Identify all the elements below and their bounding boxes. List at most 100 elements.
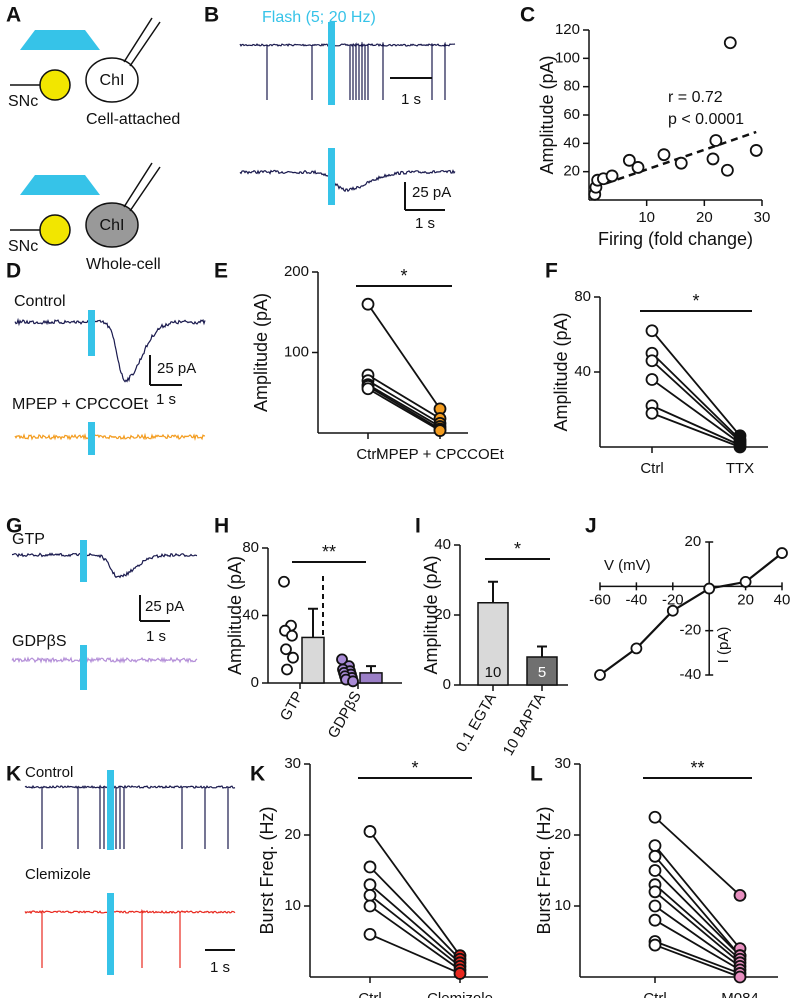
flash [80, 645, 87, 690]
x-tick-label: Clemizole [427, 990, 493, 998]
pair-line [651, 360, 741, 443]
x-tick-label: GDPβS [325, 688, 365, 741]
x-tick-label: 30 [754, 209, 771, 226]
point [733, 970, 747, 984]
point [674, 156, 688, 170]
point [622, 153, 636, 167]
point [433, 424, 447, 437]
flash [328, 148, 335, 205]
point [648, 864, 662, 877]
panel-label: G [6, 515, 22, 538]
pair-line [654, 869, 741, 957]
pair-line [654, 919, 741, 971]
point [739, 576, 752, 588]
y-tick-label: -20 [680, 622, 702, 639]
flash [88, 422, 95, 455]
flash [107, 893, 114, 975]
panel-label: F [545, 260, 558, 283]
x-tick-label: 10 [638, 209, 655, 226]
y-axis-label: Burst Freq. (Hz) [534, 806, 554, 934]
point [347, 675, 359, 688]
iv-line [599, 552, 783, 676]
point [657, 148, 671, 162]
y-tick-label: 120 [555, 21, 580, 38]
label: ChI [100, 217, 125, 234]
panel-label: L [530, 763, 543, 786]
trace [24, 784, 236, 849]
x-axis-label: Firing (fold change) [598, 229, 753, 249]
trace-label: Clemizole [25, 866, 91, 883]
pair-line [369, 933, 461, 975]
scale-label: 1 s [401, 91, 421, 108]
label: Whole-cell [86, 256, 161, 273]
chi-cell [85, 202, 139, 248]
pair-line [367, 385, 441, 430]
pair-line [367, 374, 441, 420]
y-tick-label: 40 [434, 536, 451, 553]
bar [526, 656, 558, 686]
scale-label: 1 s [146, 628, 166, 645]
point [645, 406, 659, 420]
y-axis-label: Amplitude (pA) [251, 293, 271, 412]
point [648, 885, 662, 899]
y-tick-label: 80 [574, 288, 591, 305]
point [630, 642, 643, 655]
schematic: SNc ChI Cell-attached SNc ChI Whole-cell [8, 17, 180, 273]
y-tick-label: 40 [242, 606, 259, 623]
y-axis-label: I (pA) [715, 627, 732, 664]
x-tick-label: TTX [726, 460, 754, 477]
pair-line [654, 905, 741, 968]
trace [24, 909, 236, 968]
panel-label: A [6, 4, 21, 27]
pair-line [654, 891, 741, 964]
trace-label: GTP [12, 531, 45, 548]
point [648, 913, 662, 927]
pair-line [369, 830, 461, 957]
label: SNc [8, 93, 38, 110]
bar [477, 602, 509, 686]
panel-label: D [6, 260, 21, 283]
y-tick-label: 80 [242, 539, 259, 556]
point [706, 152, 720, 166]
trace-label: Control [25, 764, 73, 781]
point [723, 36, 737, 50]
y-tick-label: 20 [434, 606, 451, 623]
panel-label: H [214, 515, 229, 538]
panel-label: J [585, 515, 597, 538]
point [286, 629, 298, 642]
scale-label: 1 s [210, 959, 230, 976]
y-axis-label: Amplitude (pA) [551, 312, 571, 431]
point [733, 888, 747, 902]
light-cone [20, 175, 100, 195]
point [361, 297, 375, 311]
x-tick-label: MPEP + CPCCOEt [376, 446, 505, 463]
pair-line [654, 845, 741, 950]
y-tick-label: 60 [563, 106, 580, 123]
scale-label: 1 s [156, 391, 176, 408]
y-tick-label: 0 [443, 676, 451, 693]
y-tick-label: 20 [554, 826, 571, 843]
point [645, 324, 659, 338]
x-tick-label: GTP [277, 688, 307, 723]
label: ChI [100, 72, 125, 89]
x-tick-label: M084 [721, 990, 759, 998]
pair-line [651, 330, 741, 437]
significance: * [692, 291, 699, 311]
label: Cell-attached [86, 111, 180, 128]
x-axis-label: V (mV) [604, 557, 651, 574]
point [776, 547, 788, 559]
x-tick-label: 10 BAPTA [500, 690, 549, 758]
pair-line [367, 387, 441, 432]
point [363, 888, 377, 902]
x-tick-label: Ctrl [358, 990, 381, 998]
point [648, 849, 662, 863]
pair-line [654, 884, 741, 960]
x-tick-label: 40 [774, 591, 791, 608]
trace-label: Control [14, 293, 66, 310]
point [361, 382, 375, 396]
n-label: 10 [485, 664, 502, 681]
trace [14, 317, 206, 383]
point [749, 144, 763, 157]
pipette [123, 162, 161, 212]
y-tick-label: 20 [284, 826, 301, 843]
